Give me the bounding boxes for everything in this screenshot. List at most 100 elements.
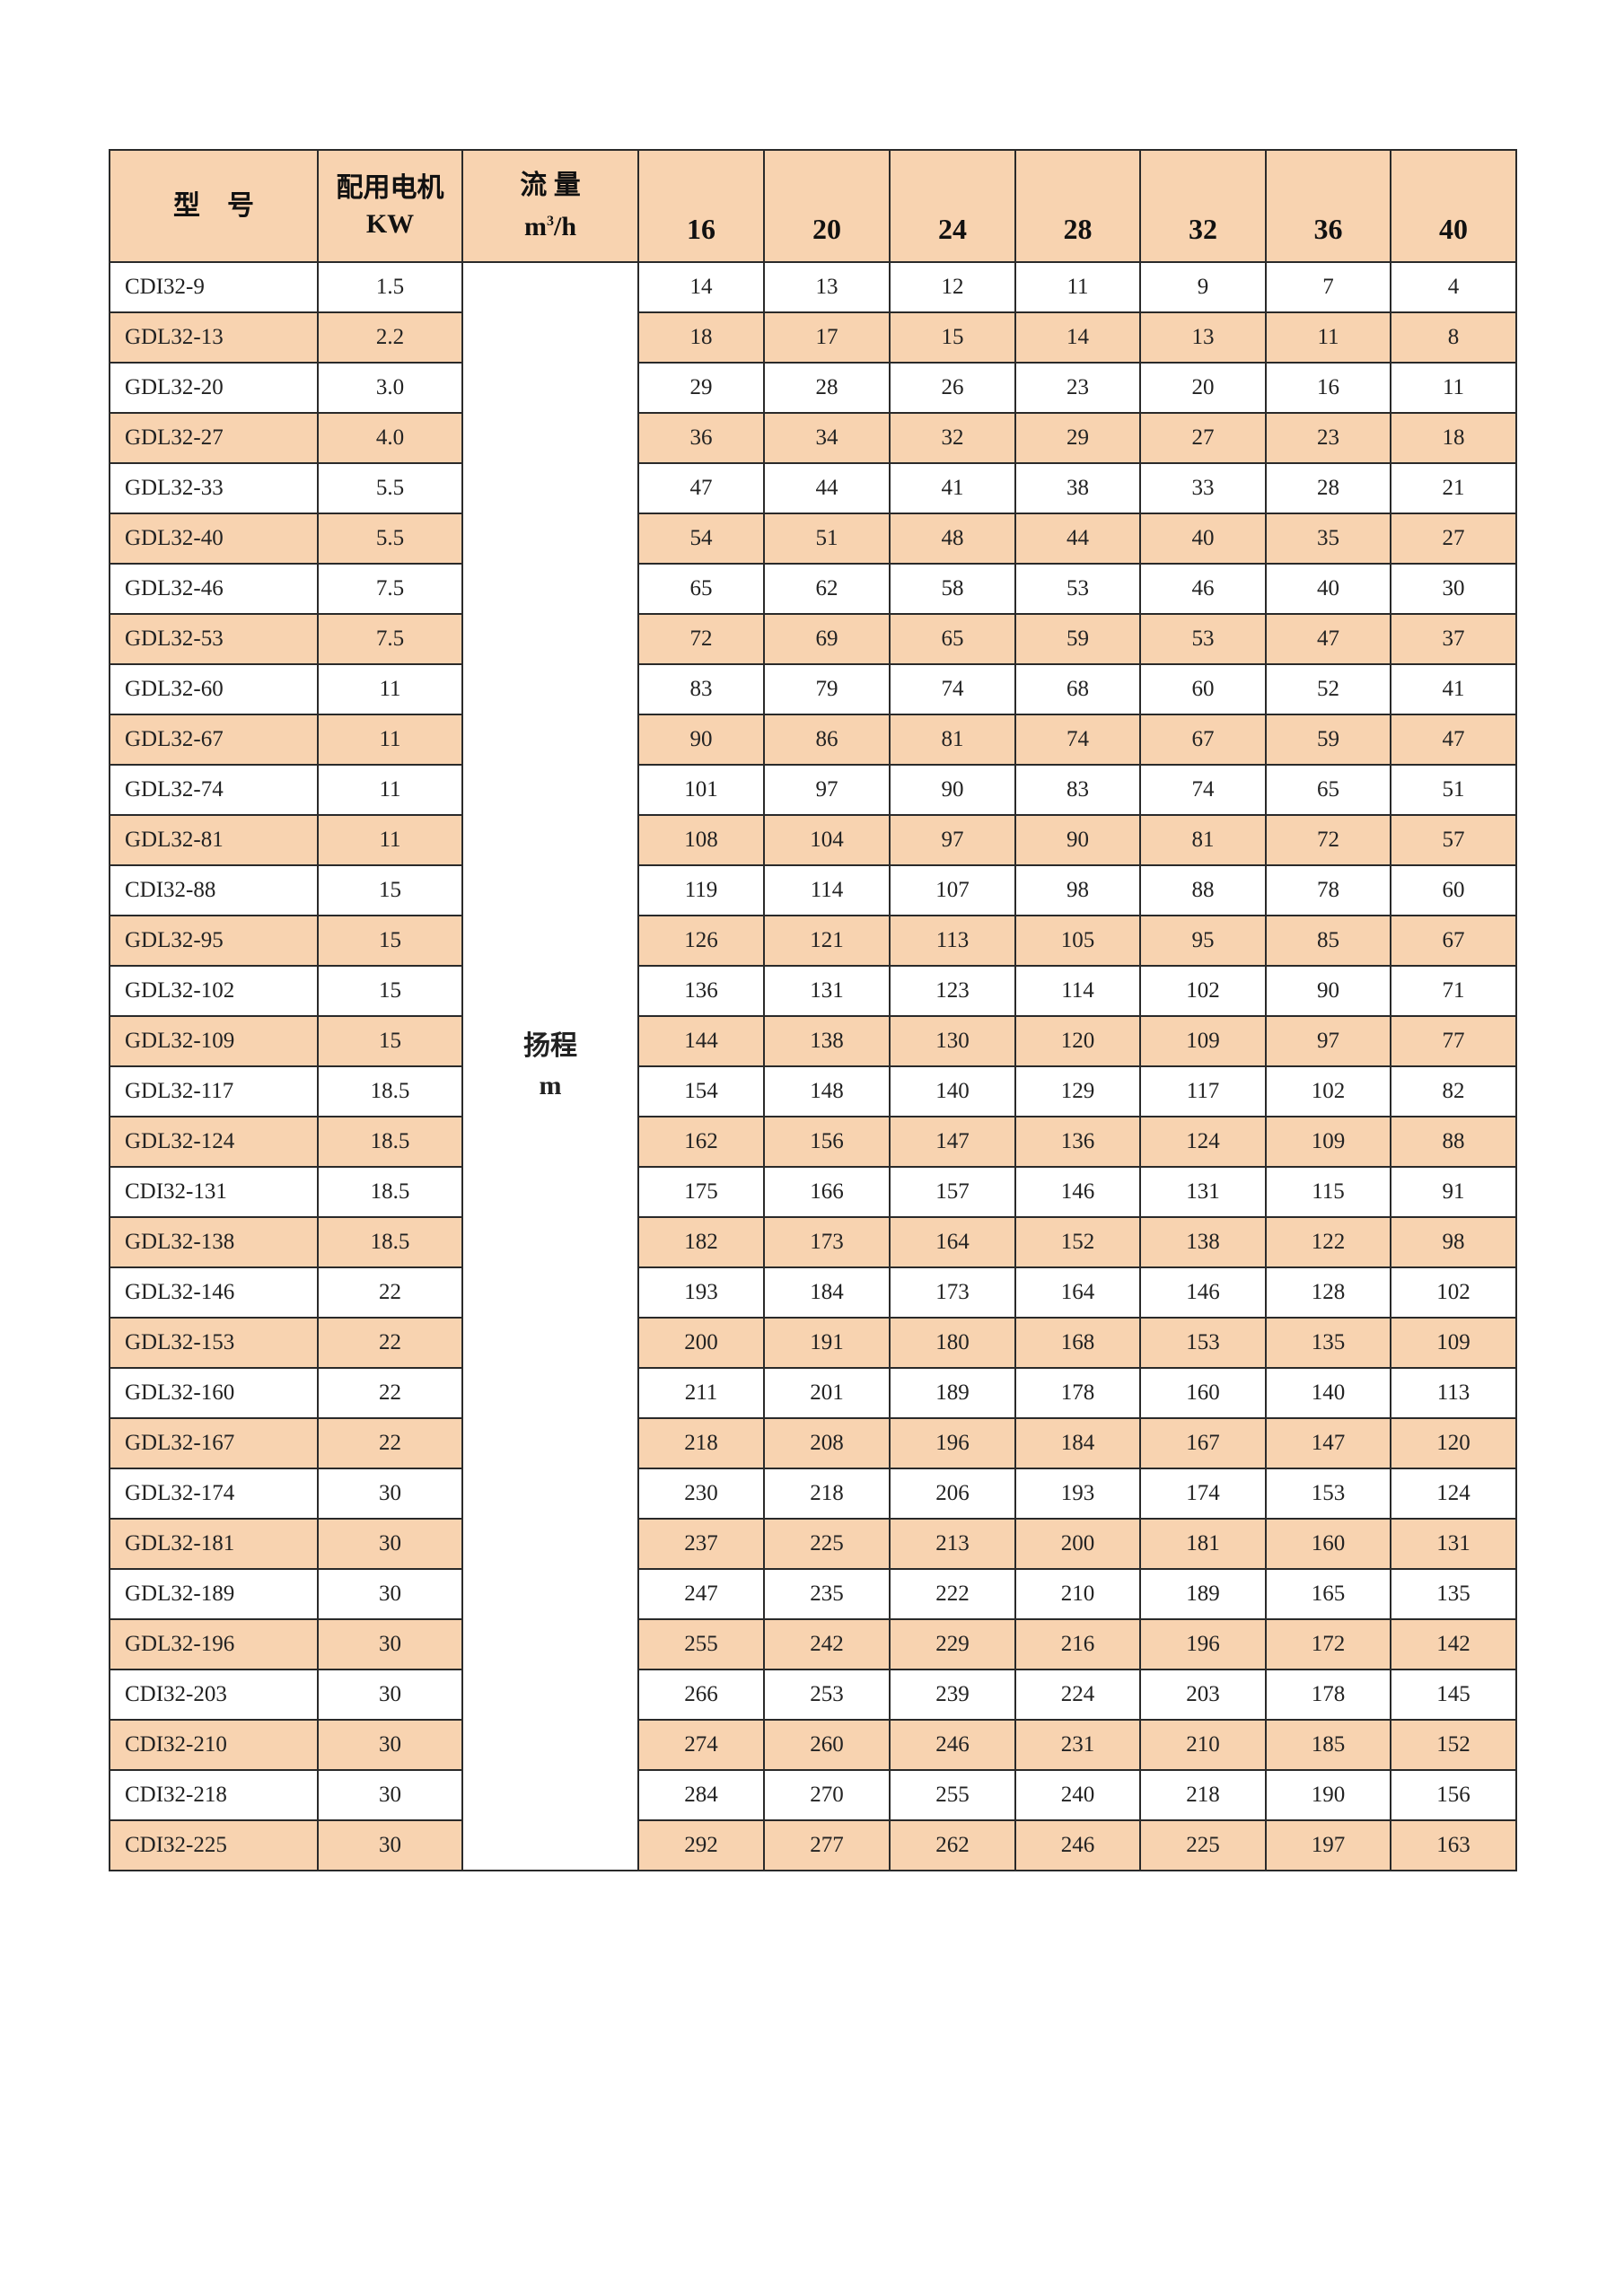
head-value-cell: 210 xyxy=(1139,1719,1267,1771)
head-value-cell: 53 xyxy=(1014,563,1141,615)
model-cell: GDL32-33 xyxy=(109,462,319,514)
flow-unit-rest: /h xyxy=(553,211,577,241)
motor-kw-cell: 11 xyxy=(317,663,463,715)
head-value-cell: 184 xyxy=(763,1266,891,1319)
head-value-cell: 13 xyxy=(763,261,891,313)
head-value-cell: 237 xyxy=(637,1518,765,1570)
head-value-cell: 74 xyxy=(1014,714,1141,766)
head-value-cell: 47 xyxy=(1390,714,1517,766)
table-row: CDI32-210 30 274 260 246 231 210 185 152 xyxy=(109,1719,1517,1771)
table-row: GDL32-46 7.5 65 62 58 53 46 40 30 xyxy=(109,563,1517,615)
head-value-cell: 200 xyxy=(1014,1518,1141,1570)
head-value-cell: 74 xyxy=(1139,764,1267,816)
head-value-cell: 182 xyxy=(637,1216,765,1268)
head-value-cell: 11 xyxy=(1390,362,1517,414)
model-cell: GDL32-81 xyxy=(109,814,319,866)
head-value-cell: 115 xyxy=(1265,1166,1391,1218)
head-value-cell: 196 xyxy=(889,1417,1016,1469)
head-value-cell: 54 xyxy=(637,513,765,565)
head-value-cell: 274 xyxy=(637,1719,765,1771)
head-value-cell: 97 xyxy=(1265,1015,1391,1067)
motor-kw-cell: 4.0 xyxy=(317,412,463,464)
head-value-cell: 44 xyxy=(763,462,891,514)
table-row: GDL32-109 15 144 138 130 120 109 97 77 xyxy=(109,1015,1517,1067)
model-cell: GDL32-67 xyxy=(109,714,319,766)
head-value-cell: 124 xyxy=(1139,1116,1267,1168)
head-value-cell: 178 xyxy=(1014,1367,1141,1419)
head-value-cell: 108 xyxy=(637,814,765,866)
table-row: GDL32-181 30 237 225 213 200 181 160 131 xyxy=(109,1518,1517,1570)
head-value-cell: 109 xyxy=(1139,1015,1267,1067)
motor-kw-cell: 30 xyxy=(317,1568,463,1620)
head-value-cell: 18 xyxy=(1390,412,1517,464)
head-value-cell: 65 xyxy=(1265,764,1391,816)
head-value-cell: 131 xyxy=(763,965,891,1017)
model-cell: GDL32-74 xyxy=(109,764,319,816)
head-value-cell: 69 xyxy=(763,613,891,665)
header-flow-value: 20 xyxy=(763,149,891,263)
head-value-cell: 253 xyxy=(763,1669,891,1721)
table-row: GDL32-124 18.5 162 156 147 136 124 109 88 xyxy=(109,1116,1517,1168)
head-value-cell: 168 xyxy=(1014,1317,1141,1369)
head-value-cell: 122 xyxy=(1265,1216,1391,1268)
head-value-cell: 154 xyxy=(637,1065,765,1117)
head-value-cell: 211 xyxy=(637,1367,765,1419)
head-value-cell: 28 xyxy=(1265,462,1391,514)
head-value-cell: 193 xyxy=(637,1266,765,1319)
model-cell: GDL32-40 xyxy=(109,513,319,565)
head-value-cell: 218 xyxy=(1139,1769,1267,1821)
header-flow-value: 28 xyxy=(1014,149,1141,263)
model-cell: GDL32-160 xyxy=(109,1367,319,1419)
head-value-cell: 160 xyxy=(1139,1367,1267,1419)
head-value-cell: 88 xyxy=(1390,1116,1517,1168)
table-row: GDL32-153 22 200 191 180 168 153 135 109 xyxy=(109,1317,1517,1369)
head-value-cell: 41 xyxy=(889,462,1016,514)
motor-kw-cell: 30 xyxy=(317,1769,463,1821)
model-cell: GDL32-117 xyxy=(109,1065,319,1117)
head-value-cell: 152 xyxy=(1014,1216,1141,1268)
header-flow-value: 36 xyxy=(1265,149,1391,263)
model-cell: GDL32-181 xyxy=(109,1518,319,1570)
head-value-cell: 181 xyxy=(1139,1518,1267,1570)
head-value-cell: 147 xyxy=(1265,1417,1391,1469)
head-value-cell: 200 xyxy=(637,1317,765,1369)
pump-performance-table: 型 号 配用电机 KW 流 量 m3/h 16 20 24 28 32 36 40 … xyxy=(109,149,1517,1871)
head-value-cell: 8 xyxy=(1390,311,1517,364)
head-value-cell: 246 xyxy=(1014,1819,1141,1871)
head-value-cell: 231 xyxy=(1014,1719,1141,1771)
head-value-cell: 95 xyxy=(1139,915,1267,967)
motor-kw-cell: 30 xyxy=(317,1819,463,1871)
head-value-cell: 23 xyxy=(1265,412,1391,464)
head-value-cell: 146 xyxy=(1014,1166,1141,1218)
model-cell: GDL32-167 xyxy=(109,1417,319,1469)
model-cell: GDL32-146 xyxy=(109,1266,319,1319)
model-cell: CDI32-225 xyxy=(109,1819,319,1871)
table-row: GDL32-95 15 126 121 113 105 95 85 67 xyxy=(109,915,1517,967)
head-value-cell: 124 xyxy=(1390,1468,1517,1520)
head-value-cell: 79 xyxy=(763,663,891,715)
head-value-cell: 222 xyxy=(889,1568,1016,1620)
table-row: GDL32-146 22 193 184 173 164 146 128 102 xyxy=(109,1266,1517,1319)
head-value-cell: 26 xyxy=(889,362,1016,414)
head-value-cell: 164 xyxy=(1014,1266,1141,1319)
head-value-cell: 165 xyxy=(1265,1568,1391,1620)
head-value-cell: 218 xyxy=(763,1468,891,1520)
head-value-cell: 74 xyxy=(889,663,1016,715)
header-flow-value: 32 xyxy=(1139,149,1267,263)
table-row: GDL32-138 18.5 182 173 164 152 138 122 98 xyxy=(109,1216,1517,1268)
motor-kw-cell: 5.5 xyxy=(317,462,463,514)
head-value-cell: 156 xyxy=(1390,1769,1517,1821)
head-value-cell: 77 xyxy=(1390,1015,1517,1067)
table-row: GDL32-20 3.0 29 28 26 23 20 16 11 xyxy=(109,362,1517,414)
head-value-cell: 21 xyxy=(1390,462,1517,514)
head-value-cell: 51 xyxy=(1390,764,1517,816)
head-value-cell: 208 xyxy=(763,1417,891,1469)
head-value-cell: 33 xyxy=(1139,462,1267,514)
head-value-cell: 90 xyxy=(637,714,765,766)
motor-kw-cell: 30 xyxy=(317,1669,463,1721)
motor-kw-cell: 7.5 xyxy=(317,563,463,615)
head-value-cell: 153 xyxy=(1265,1468,1391,1520)
head-value-cell: 160 xyxy=(1265,1518,1391,1570)
table-row: GDL32-160 22 211 201 189 178 160 140 113 xyxy=(109,1367,1517,1419)
head-value-cell: 102 xyxy=(1139,965,1267,1017)
